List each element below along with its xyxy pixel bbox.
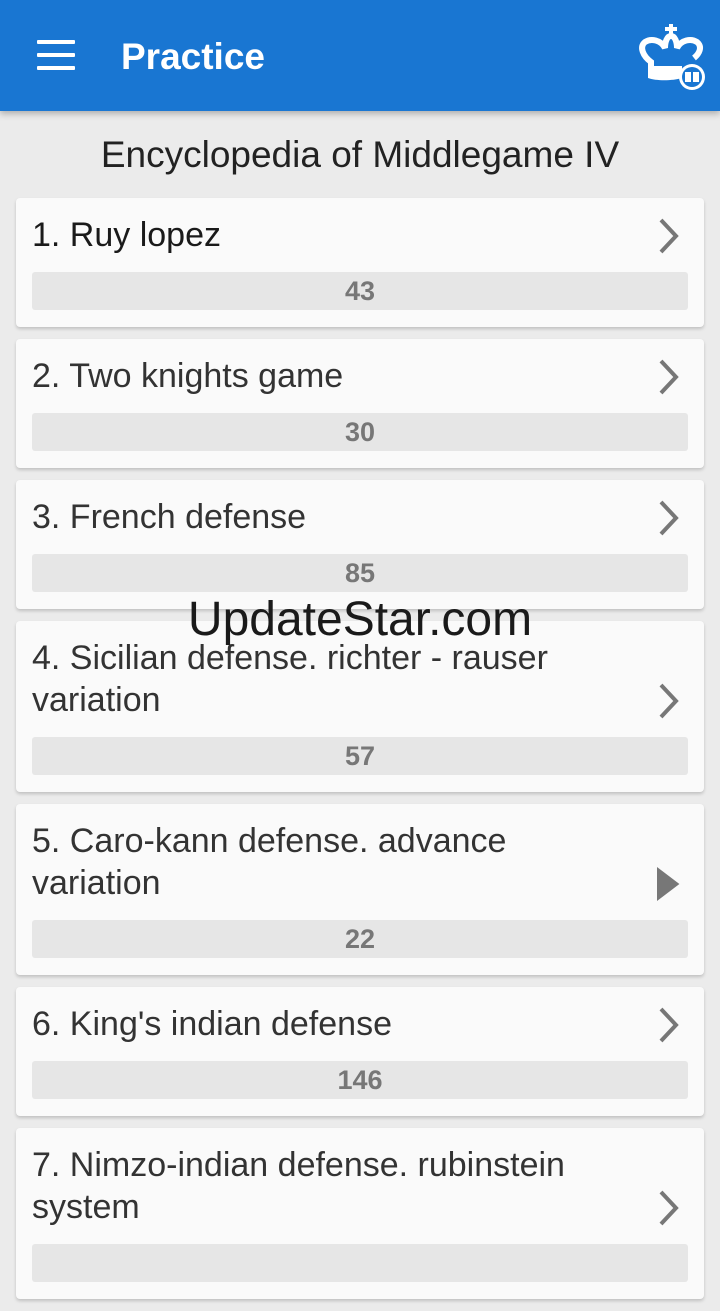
exercise-count: 22 (344, 924, 376, 954)
progress-bar: 43 (32, 272, 688, 310)
app-title: Practice (121, 36, 265, 77)
page-heading: Encyclopedia of Middlegame IV (100, 134, 620, 175)
exercise-count: 146 (337, 1065, 383, 1095)
lesson-title: 7. Nimzo-indian defense. rubinstein syst… (32, 1146, 565, 1226)
lesson-list: 1. Ruy lopez 43 2. Two knights game 30 3. Fr… (16, 198, 704, 1311)
chevron-right-icon[interactable] (658, 683, 680, 719)
progress-bar: 85 (32, 554, 688, 592)
lesson-item[interactable]: 1. Ruy lopez 43 (16, 198, 704, 327)
chevron-right-icon[interactable] (658, 1190, 680, 1226)
play-icon[interactable] (652, 866, 686, 902)
lesson-title: 6. King's indian defense (32, 1005, 392, 1043)
lesson-title: 3. French defense (32, 498, 307, 536)
progress-bar (32, 1244, 688, 1282)
progress-bar: 146 (32, 1061, 688, 1099)
hamburger-menu-icon[interactable] (37, 40, 75, 70)
chevron-right-icon[interactable] (658, 1007, 680, 1043)
chess-king-book-icon[interactable] (636, 20, 708, 92)
progress-bar: 30 (32, 413, 688, 451)
lesson-title: 4. Sicilian defense. richter - rauser va… (32, 639, 548, 719)
chevron-right-icon[interactable] (658, 500, 680, 536)
lesson-title: 1. Ruy lopez (32, 216, 221, 254)
chevron-right-icon[interactable] (658, 218, 680, 254)
lesson-item[interactable]: 2. Two knights game 30 (16, 339, 704, 468)
lesson-item[interactable]: 6. King's indian defense 146 (16, 987, 704, 1116)
chevron-right-icon[interactable] (658, 359, 680, 395)
lesson-title: 5. Caro-kann defense. advance variation (32, 822, 507, 902)
lesson-item[interactable]: 5. Caro-kann defense. advance variation 2… (16, 804, 704, 975)
progress-bar: 57 (32, 737, 688, 775)
app-bar: Practice (0, 0, 720, 111)
lesson-item[interactable]: 7. Nimzo-indian defense. rubinstein syst… (16, 1128, 704, 1299)
exercise-count: 30 (344, 417, 376, 447)
lesson-title: 2. Two knights game (32, 357, 344, 395)
progress-bar: 22 (32, 920, 688, 958)
exercise-count: 43 (344, 276, 376, 306)
exercise-count: 85 (344, 558, 376, 588)
lesson-item[interactable]: 3. French defense 85 (16, 480, 704, 609)
lesson-item[interactable]: 4. Sicilian defense. richter - rauser va… (16, 621, 704, 792)
exercise-count: 57 (344, 741, 376, 771)
